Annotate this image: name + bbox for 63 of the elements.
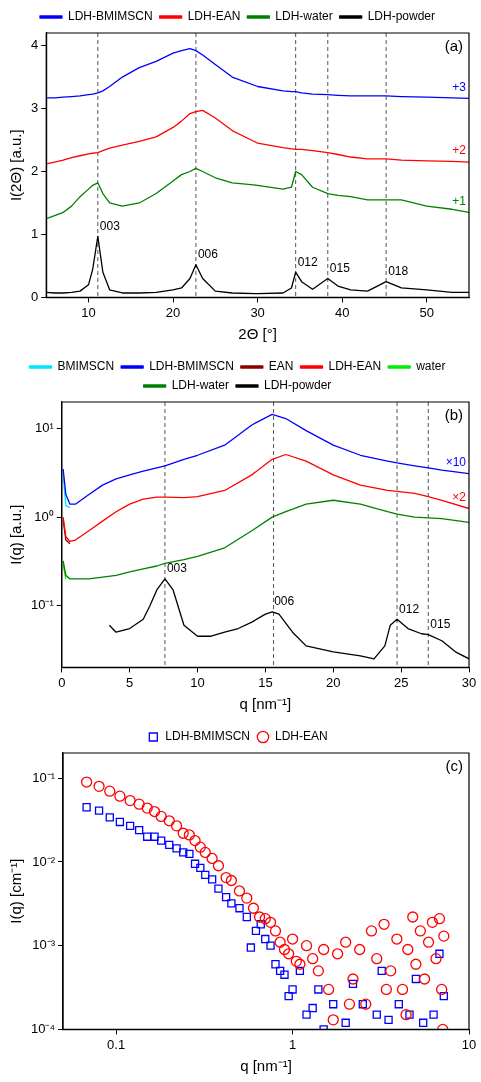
- x-tick-label: 30: [461, 674, 477, 690]
- y-tick-label: 10⁻²: [32, 853, 56, 869]
- y-tick-label: 10⁰: [34, 508, 54, 524]
- legend-label: water: [415, 359, 446, 374]
- y-tick-label: 10¹: [34, 420, 55, 436]
- legend-label: LDH-EAN: [187, 9, 241, 24]
- annotation: (a): [444, 36, 463, 54]
- annotation: +2: [452, 143, 467, 158]
- x-tick-label: 5: [126, 674, 134, 690]
- y-tick-label: 10⁻³: [32, 937, 56, 953]
- annotation: 006: [274, 594, 295, 609]
- y-axis-title: I(q) [cm⁻¹]: [7, 858, 25, 924]
- legend-label: LDH-BMIMSCN: [67, 9, 153, 24]
- annotation: +3: [452, 79, 467, 94]
- legend-label: LDH-BMIMSCN: [165, 729, 250, 744]
- annotation: 006: [197, 246, 219, 261]
- annotation: 018: [388, 263, 409, 278]
- legend-label: LDH-EAN: [328, 359, 382, 374]
- x-axis-title: 2Θ [°]: [238, 325, 277, 343]
- y-tick-label: 10⁻¹: [30, 597, 55, 613]
- x-tick-label: 0: [58, 674, 66, 690]
- annotation: (b): [444, 405, 463, 423]
- y-tick-label: 10⁻⁴: [31, 1020, 56, 1036]
- legend-label: LDH-water: [171, 378, 230, 393]
- annotation: 015: [430, 616, 451, 631]
- annotation: 003: [166, 561, 188, 576]
- annotation: 012: [297, 254, 319, 269]
- x-tick-label: 0.1: [107, 1036, 126, 1052]
- y-tick-label: 0: [31, 288, 39, 304]
- legend-label: BMIMSCN: [57, 359, 115, 374]
- annotation: ×10: [445, 454, 467, 469]
- legend-label: LDH-water: [275, 9, 333, 24]
- y-tick-label: 4: [31, 37, 39, 53]
- legend-label: EAN: [268, 359, 294, 374]
- annotation: ×2: [452, 489, 467, 504]
- legend-label: LDH-BMIMSCN: [149, 359, 234, 374]
- x-tick-label: 10: [81, 304, 96, 320]
- x-axis-title: q [nm⁻¹]: [239, 695, 292, 713]
- annotation: +1: [452, 193, 467, 208]
- x-tick-label: 40: [334, 304, 350, 320]
- y-axis-title: I(2Θ) [a.u.]: [7, 129, 25, 202]
- annotation: 003: [99, 218, 121, 233]
- y-tick-label: 1: [31, 226, 39, 242]
- y-tick-label: 10⁻¹: [32, 769, 56, 785]
- x-tick-label: 30: [250, 304, 265, 320]
- y-axis-title: I(q) [a.u.]: [7, 504, 25, 565]
- x-tick-label: 20: [326, 674, 341, 690]
- x-tick-label: 1: [288, 1036, 297, 1052]
- annotation: (c): [445, 756, 463, 774]
- x-tick-label: 50: [419, 304, 434, 320]
- x-tick-label: 10: [190, 674, 205, 690]
- x-tick-label: 25: [393, 674, 409, 690]
- legend-label: LDH-powder: [367, 9, 436, 24]
- x-tick-label: 15: [258, 674, 273, 690]
- annotation: 015: [329, 260, 351, 275]
- x-tick-label: 20: [165, 304, 181, 320]
- y-tick-label: 3: [31, 100, 39, 116]
- y-tick-label: 2: [31, 163, 39, 179]
- annotation: 012: [399, 601, 420, 616]
- x-axis-title: q [nm⁻¹]: [240, 1057, 292, 1075]
- legend-label: LDH-EAN: [275, 729, 328, 744]
- x-tick-label: 10: [461, 1036, 477, 1052]
- legend-label: LDH-powder: [263, 378, 332, 393]
